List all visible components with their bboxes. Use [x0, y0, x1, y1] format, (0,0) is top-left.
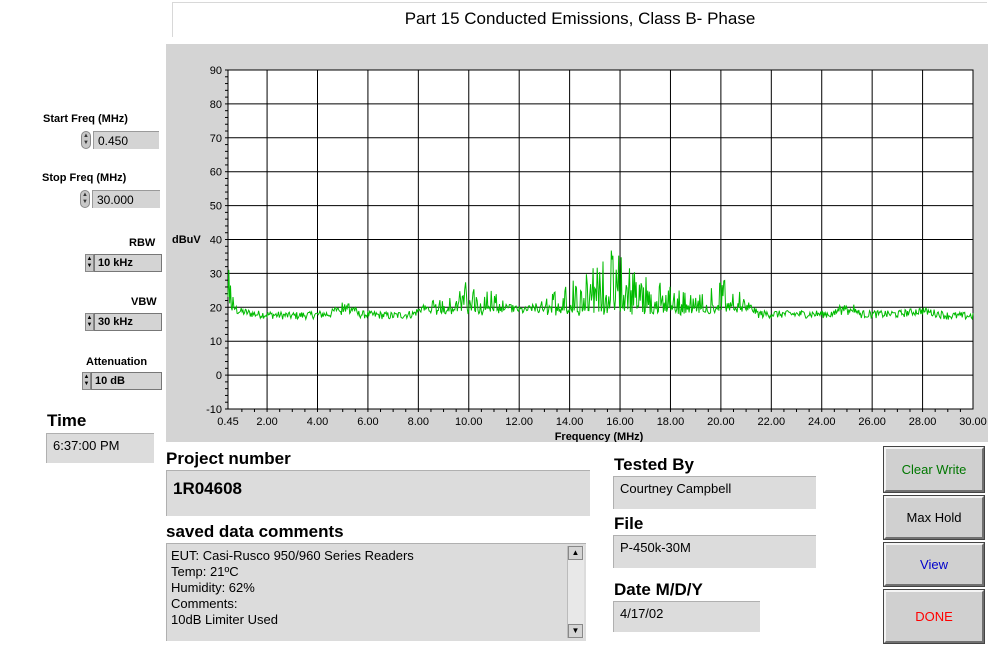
rbw-label: RBW — [129, 237, 156, 249]
comments-label: saved data comments — [166, 522, 344, 541]
rbw-ring-arrows[interactable]: ▲ ▼ — [85, 254, 94, 272]
done-button[interactable]: DONE — [883, 589, 985, 644]
date-label: Date M/D/Y — [614, 580, 703, 599]
spin-up-icon: ▲ — [82, 192, 88, 198]
vbw-select[interactable]: 30 kHz — [94, 313, 162, 331]
comments-scrollbar[interactable]: ▲ ▼ — [567, 546, 584, 638]
x-tick-label: 24.00 — [808, 416, 836, 428]
max-hold-button[interactable]: Max Hold — [883, 495, 985, 540]
vbw-ring-arrows[interactable]: ▲ ▼ — [85, 313, 94, 331]
y-tick-label: 40 — [210, 235, 222, 247]
y-tick-label: 30 — [210, 268, 222, 280]
view-button[interactable]: View — [883, 542, 985, 587]
x-tick-label: 22.00 — [758, 416, 786, 428]
vbw-label: VBW — [131, 296, 157, 308]
scroll-down-icon[interactable]: ▼ — [568, 624, 583, 638]
x-tick-label: 30.00 — [959, 416, 987, 428]
spin-up-icon: ▲ — [83, 133, 89, 139]
start-freq-label: Start Freq (MHz) — [43, 113, 128, 125]
y-tick-label: 90 — [210, 65, 222, 77]
grid-lines — [227, 69, 974, 410]
spin-down-icon: ▼ — [82, 199, 88, 205]
x-tick-label: 16.00 — [606, 416, 634, 428]
y-tick-label: 10 — [210, 336, 222, 348]
x-tick-label: 28.00 — [909, 416, 937, 428]
time-display: 6:37:00 PM — [46, 433, 154, 463]
attenuation-label: Attenuation — [86, 356, 148, 368]
tested-by-label: Tested By — [614, 455, 694, 474]
arrow-up-icon: ▲ — [86, 256, 93, 262]
stop-freq-input[interactable]: 30.000 — [92, 190, 160, 208]
spin-down-icon: ▼ — [83, 140, 89, 146]
x-tick-labels: 0.45 2.00 4.00 6.00 8.00 10.00 12.00 14.00 16.00… — [217, 416, 986, 428]
x-tick-label: 10.00 — [455, 416, 483, 428]
comments-box[interactable]: EUT: Casi-Rusco 950/960 Series Readers T… — [166, 543, 586, 641]
y-axis-label: dBuV — [172, 234, 201, 246]
y-tick-label: 80 — [210, 99, 222, 111]
x-tick-label: 26.00 — [858, 416, 886, 428]
file-label: File — [614, 514, 644, 533]
rbw-select[interactable]: 10 kHz — [94, 254, 162, 272]
arrow-down-icon: ▼ — [86, 322, 93, 328]
x-tick-label: 18.00 — [657, 416, 685, 428]
x-tick-label: 2.00 — [256, 416, 277, 428]
x-axis-label: Frequency (MHz) — [555, 431, 644, 442]
spectrum-chart: 90 80 70 60 50 40 30 20 10 0 -10 0.45 2.00 4.00 6.00 8… — [172, 65, 987, 442]
x-tick-label: 14.00 — [556, 416, 584, 428]
x-tick-label: 0.45 — [217, 416, 238, 428]
x-tick-label: 6.00 — [357, 416, 378, 428]
y-tick-label: 50 — [210, 201, 222, 213]
x-tick-label: 12.00 — [505, 416, 533, 428]
y-tick-label: 0 — [216, 370, 222, 382]
arrow-up-icon: ▲ — [86, 315, 93, 321]
date-field[interactable]: 4/17/02 — [613, 601, 760, 632]
arrow-down-icon: ▼ — [86, 263, 93, 269]
attenuation-select[interactable]: 10 dB — [91, 372, 162, 390]
project-number-label: Project number — [166, 449, 291, 468]
file-field[interactable]: P-450k-30M — [613, 535, 816, 568]
y-tick-label: 70 — [210, 133, 222, 145]
y-tick-label: 20 — [210, 302, 222, 314]
arrow-up-icon: ▲ — [83, 374, 90, 380]
x-tick-label: 4.00 — [307, 416, 328, 428]
x-tick-label: 20.00 — [707, 416, 735, 428]
start-freq-input[interactable]: 0.450 — [93, 131, 159, 149]
tested-by-field[interactable]: Courtney Campbell — [613, 476, 816, 509]
scroll-up-icon[interactable]: ▲ — [568, 546, 583, 560]
time-label: Time — [47, 411, 87, 430]
clear-write-button[interactable]: Clear Write — [883, 446, 985, 493]
stop-freq-spinner[interactable]: ▲ ▼ — [80, 190, 90, 208]
emission-trace — [227, 250, 974, 322]
comments-text: EUT: Casi-Rusco 950/960 Series Readers T… — [171, 548, 414, 627]
stop-freq-label: Stop Freq (MHz) — [42, 172, 127, 184]
start-freq-spinner[interactable]: ▲ ▼ — [81, 131, 91, 149]
arrow-down-icon: ▼ — [83, 381, 90, 387]
x-tick-label: 8.00 — [408, 416, 429, 428]
project-number-field[interactable]: 1R04608 — [166, 470, 590, 516]
chart-title: Part 15 Conducted Emissions, Class B- Ph… — [172, 2, 987, 37]
attenuation-ring-arrows[interactable]: ▲ ▼ — [82, 372, 91, 390]
y-tick-labels: 90 80 70 60 50 40 30 20 10 0 -10 — [206, 65, 222, 416]
y-tick-label: -10 — [206, 404, 222, 416]
y-tick-label: 60 — [210, 167, 222, 179]
minor-ticks — [225, 69, 961, 412]
